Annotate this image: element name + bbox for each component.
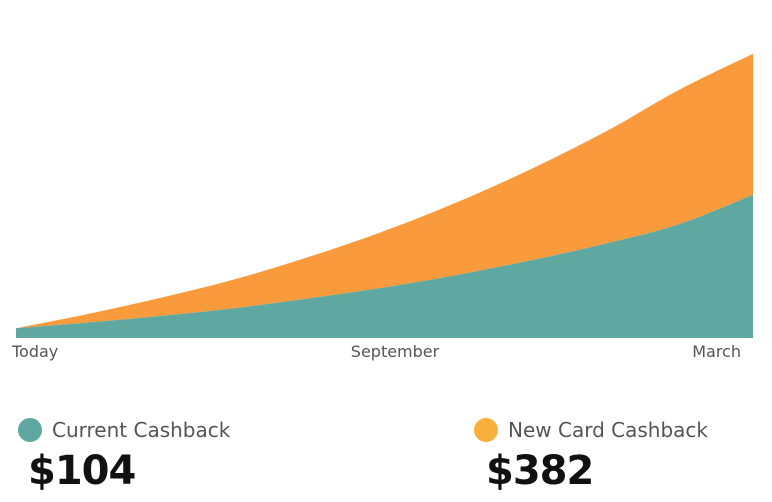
area-current-cashback	[16, 194, 753, 338]
chart-areas	[16, 53, 753, 338]
new-card-cashback-amount: $382	[486, 448, 594, 494]
x-tick-today: Today	[11, 342, 58, 361]
x-tick-september: September	[351, 342, 440, 361]
cashback-area-chart: Today September March	[11, 53, 753, 361]
legend-current-cashback: Current Cashback	[18, 418, 230, 442]
area-new-card-cashback	[16, 53, 753, 329]
x-axis-ticks: Today September March	[11, 342, 741, 361]
x-tick-march: March	[692, 342, 741, 361]
legend-new-card-cashback: New Card Cashback	[474, 418, 708, 442]
current-cashback-amount: $104	[28, 448, 136, 494]
new-card-cashback-dot	[474, 418, 498, 442]
current-cashback-label: Current Cashback	[52, 418, 231, 442]
new-card-cashback-label: New Card Cashback	[508, 418, 708, 442]
current-cashback-dot	[18, 418, 42, 442]
